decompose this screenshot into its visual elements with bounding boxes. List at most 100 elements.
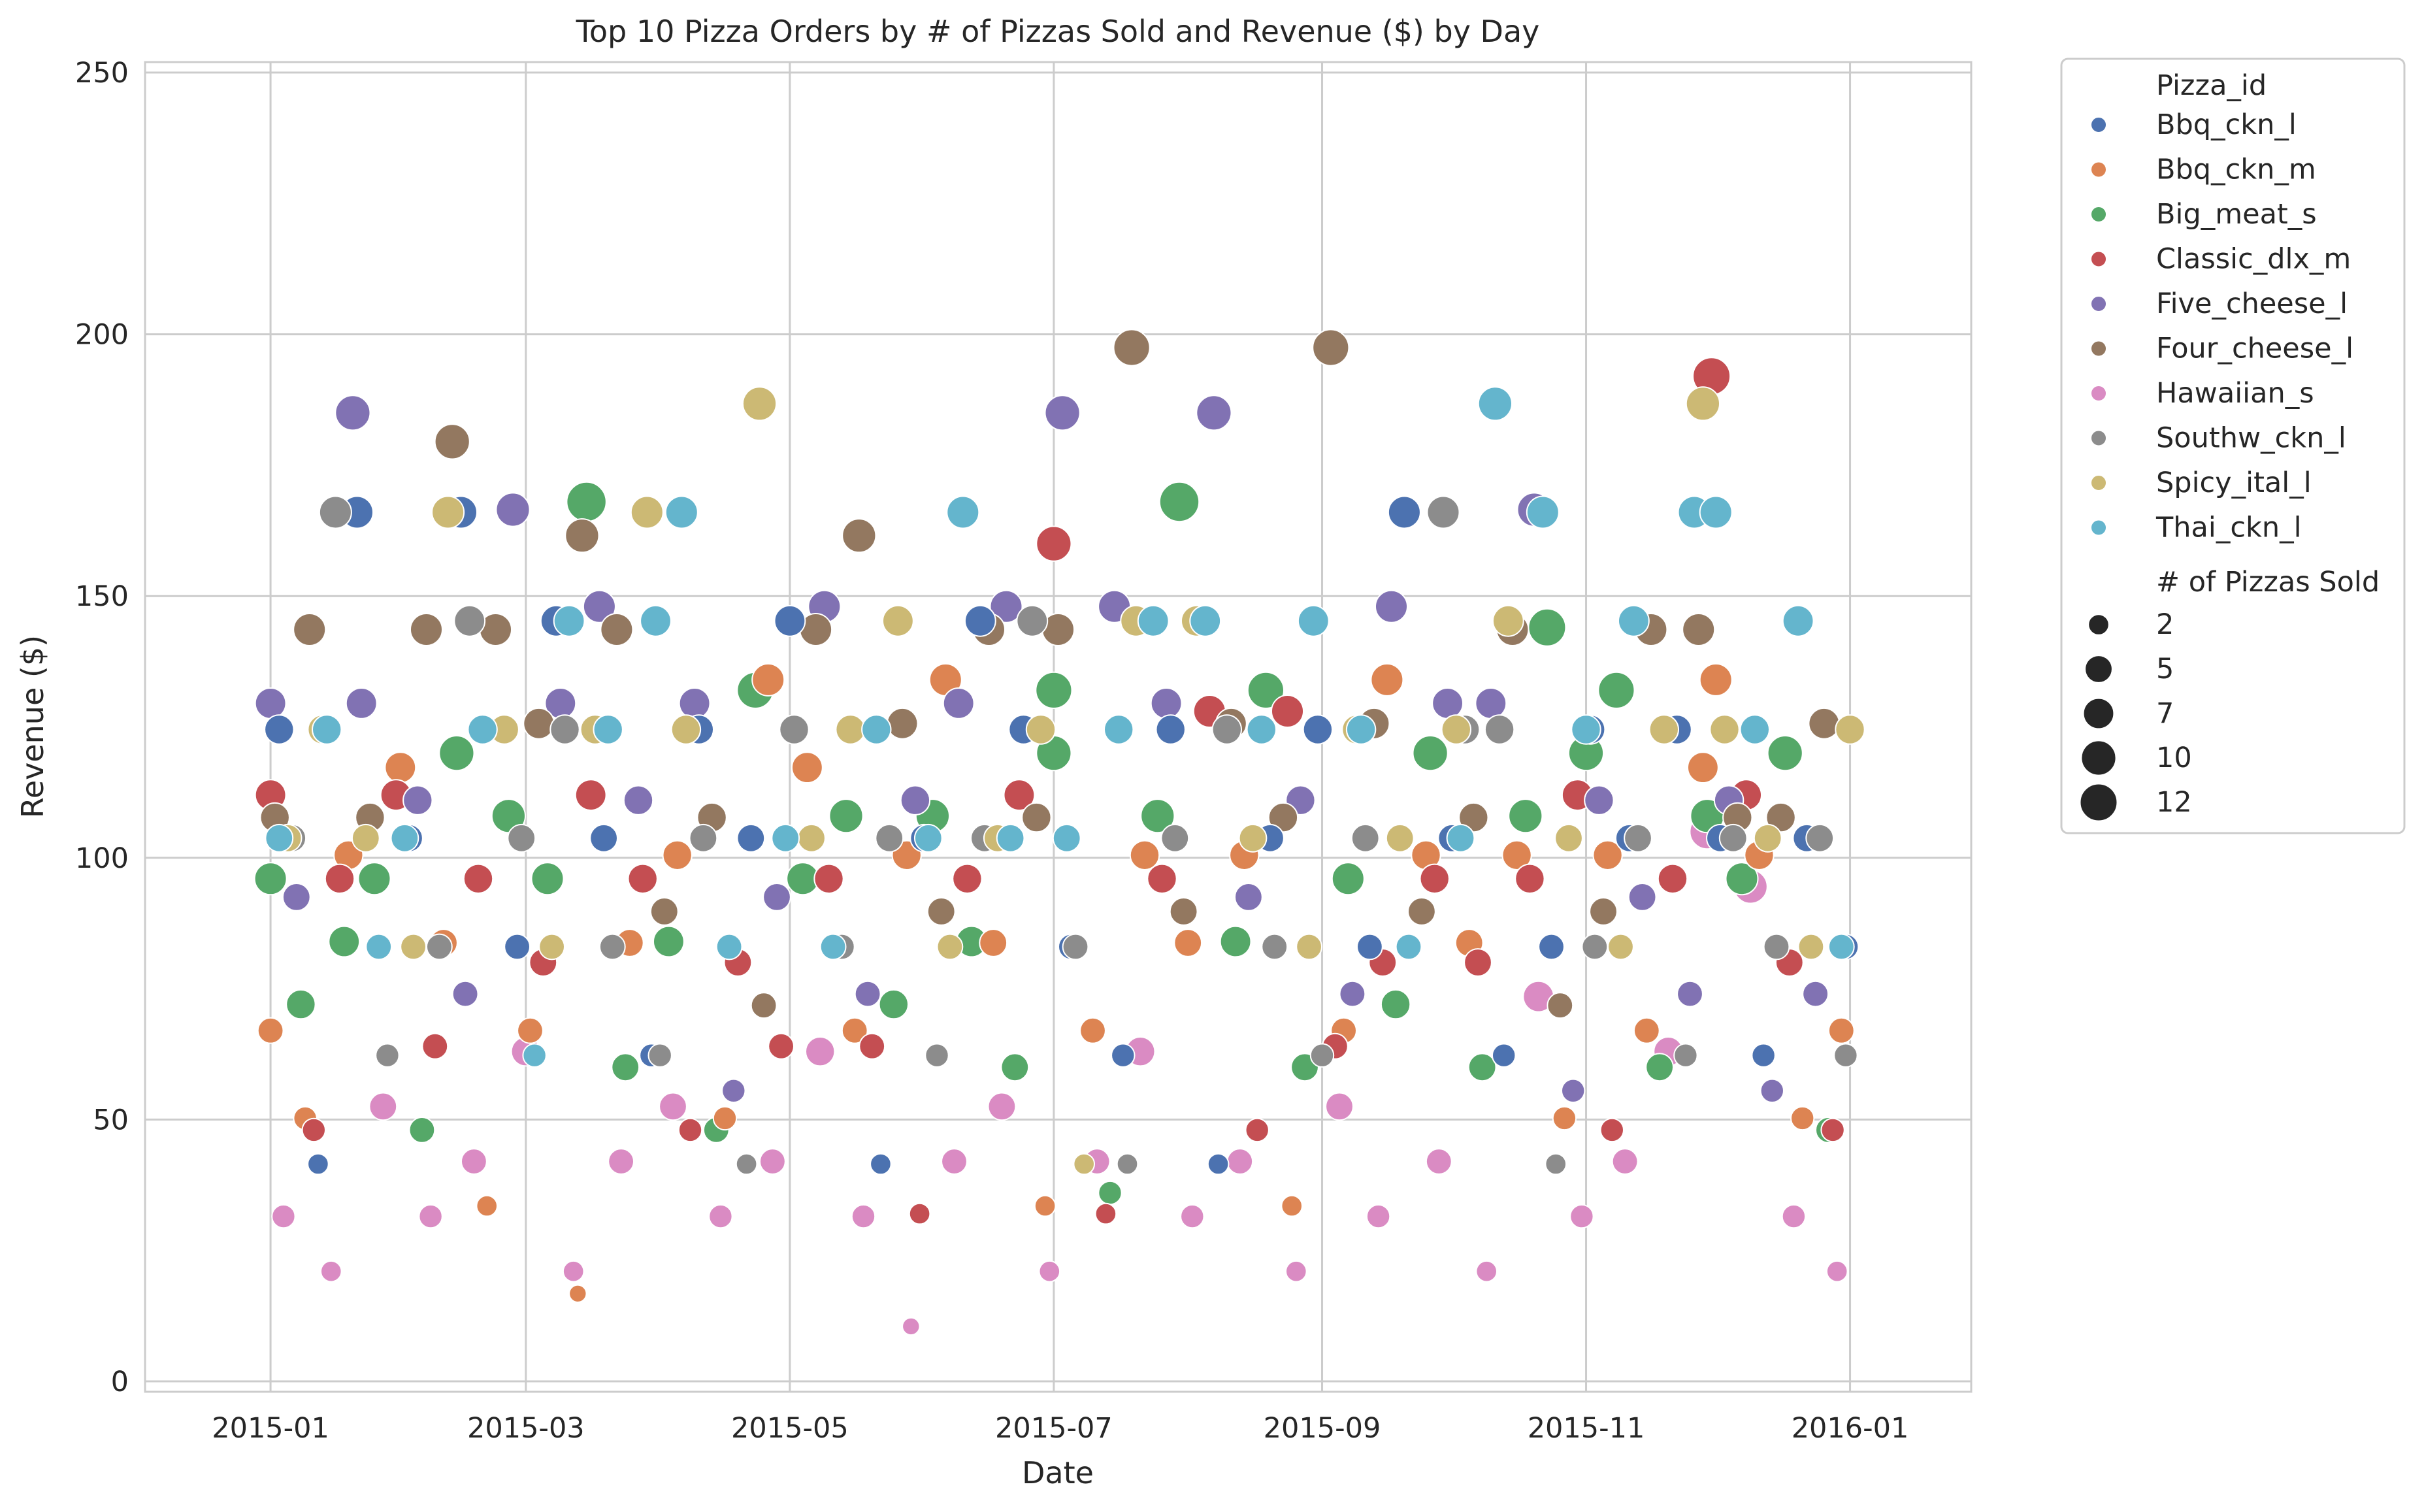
legend-size-marker: [2088, 614, 2110, 636]
data-point: [678, 1117, 703, 1143]
data-point: [1682, 613, 1716, 646]
legend-marker: [2090, 161, 2107, 178]
data-point: [451, 980, 479, 1008]
data-point: [1446, 823, 1475, 853]
data-point: [265, 823, 294, 853]
data-point: [357, 862, 391, 896]
data-point: [941, 1148, 968, 1175]
data-point: [875, 823, 904, 853]
data-point: [1366, 1204, 1391, 1229]
data-point: [640, 604, 672, 637]
data-point: [421, 1032, 449, 1060]
data-point: [942, 687, 975, 719]
data-point: [1380, 989, 1411, 1020]
data-point: [678, 687, 711, 719]
data-point: [900, 785, 931, 815]
data-point: [1599, 1117, 1625, 1143]
data-point: [771, 823, 800, 853]
legend-size-title: # of Pizzas Sold: [2156, 566, 2380, 599]
data-point: [1003, 779, 1036, 812]
data-point: [1025, 714, 1056, 745]
x-tick-label: 2015-03: [467, 1412, 585, 1445]
data-point: [659, 1092, 687, 1121]
data-point: [467, 714, 498, 745]
data-point: [1739, 714, 1771, 745]
data-point: [598, 933, 626, 961]
data-point: [870, 1153, 892, 1175]
data-point: [562, 1260, 585, 1283]
data-point: [1302, 714, 1334, 745]
data-point: [1492, 1043, 1516, 1068]
data-point: [1607, 933, 1634, 961]
data-point: [1370, 663, 1404, 697]
data-point: [1805, 823, 1835, 853]
data-point: [593, 714, 623, 745]
data-point: [1238, 823, 1268, 853]
data-point: [1492, 604, 1524, 637]
data-point: [1484, 714, 1515, 745]
data-point: [1113, 329, 1151, 367]
data-point: [282, 883, 311, 912]
data-point: [1584, 785, 1614, 815]
legend-marker: [2090, 295, 2107, 312]
data-point: [1699, 495, 1733, 529]
data-point: [779, 714, 810, 745]
data-point: [715, 933, 743, 961]
data-point: [712, 1106, 738, 1131]
data-point: [1094, 1202, 1117, 1225]
data-point: [1268, 802, 1299, 833]
data-point: [1628, 883, 1657, 912]
data-point: [1173, 929, 1203, 957]
legend-size-marker: [2084, 655, 2113, 683]
data-point: [1547, 992, 1574, 1019]
data-point: [797, 823, 826, 853]
data-point: [828, 798, 864, 834]
y-tick-label: 250: [75, 57, 129, 90]
data-point: [1312, 329, 1350, 367]
data-point: [1345, 714, 1377, 745]
data-point: [1475, 1260, 1498, 1283]
data-point: [400, 933, 427, 961]
legend-marker: [2090, 340, 2107, 357]
data-point: [989, 589, 1023, 623]
data-point: [1782, 604, 1814, 637]
data-point: [721, 1078, 746, 1104]
data-point: [351, 823, 380, 853]
data-point: [320, 1260, 342, 1283]
points-layer: [254, 329, 1865, 1336]
data-point: [1751, 1043, 1776, 1068]
data-point: [913, 823, 943, 853]
legend-series-label: Spicy_ital_l: [2156, 467, 2312, 499]
data-point: [566, 481, 607, 523]
data-point: [390, 823, 419, 853]
legend-marker: [2090, 116, 2107, 133]
data-point: [504, 933, 531, 961]
data-point: [886, 707, 919, 740]
data-point: [1426, 495, 1460, 529]
data-point: [835, 714, 866, 745]
data-point: [774, 604, 806, 637]
data-point: [1261, 933, 1288, 961]
data-point: [1760, 1078, 1785, 1104]
x-tick-label: 2016-01: [1792, 1412, 1909, 1445]
data-point: [434, 423, 470, 460]
data-point: [861, 714, 892, 745]
data-point: [1802, 980, 1829, 1008]
y-tick-label: 0: [111, 1366, 129, 1398]
data-point: [254, 687, 287, 719]
data-point: [365, 933, 393, 961]
data-point: [1526, 495, 1560, 529]
data-point: [1515, 863, 1545, 895]
data-point: [1021, 802, 1052, 833]
data-point: [1673, 1043, 1698, 1068]
data-point: [736, 823, 766, 853]
data-point: [461, 1148, 487, 1175]
data-point: [1699, 663, 1733, 697]
data-point: [1765, 802, 1796, 833]
data-point: [312, 714, 342, 745]
data-point: [964, 604, 996, 637]
data-point: [819, 933, 847, 961]
legend-size-label: 10: [2156, 742, 2192, 774]
data-point: [1044, 395, 1081, 431]
